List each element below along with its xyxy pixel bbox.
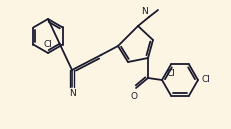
Text: Cl: Cl (201, 75, 210, 84)
Text: N: N (141, 7, 148, 16)
Text: Cl: Cl (167, 69, 175, 78)
Text: O: O (131, 92, 137, 101)
Text: N: N (69, 89, 75, 98)
Text: Cl: Cl (44, 40, 52, 49)
